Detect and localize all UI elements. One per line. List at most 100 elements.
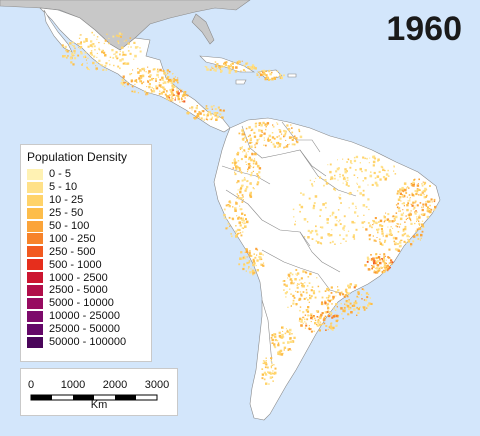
density-dot <box>346 161 348 163</box>
density-dot <box>423 196 426 199</box>
density-dot <box>213 105 215 107</box>
density-dot <box>161 92 164 95</box>
density-dot <box>302 291 305 293</box>
density-dot <box>339 175 341 178</box>
density-dot <box>283 130 287 133</box>
density-dot <box>288 143 290 145</box>
density-dot <box>270 360 272 362</box>
density-dot <box>212 67 214 69</box>
density-dot <box>264 124 266 126</box>
density-dot <box>344 178 346 180</box>
density-dot <box>163 80 165 82</box>
density-dot <box>308 282 311 284</box>
density-dot <box>379 219 383 223</box>
density-dot <box>61 44 64 47</box>
density-dot <box>239 232 242 234</box>
density-dot <box>172 89 175 92</box>
density-dot <box>408 217 411 219</box>
density-dot <box>395 212 398 214</box>
density-dot <box>118 32 121 35</box>
density-dot <box>228 205 231 208</box>
density-dot <box>270 365 273 367</box>
density-dot <box>112 57 115 59</box>
density-dot <box>253 262 256 265</box>
density-dot <box>130 85 133 87</box>
density-dot <box>287 273 291 277</box>
density-dot <box>278 129 280 131</box>
density-dot <box>381 258 383 260</box>
density-dot <box>272 143 275 146</box>
density-dot <box>232 167 235 169</box>
density-dot <box>205 107 208 110</box>
density-dot <box>79 42 82 45</box>
density-dot <box>291 341 294 343</box>
density-dot <box>216 115 219 119</box>
density-dot <box>124 81 127 84</box>
density-dot <box>246 261 249 265</box>
density-dot <box>262 360 265 362</box>
density-dot <box>304 314 307 316</box>
density-dot <box>237 195 240 197</box>
density-dot <box>238 197 241 200</box>
density-dot <box>119 67 121 70</box>
density-dot <box>387 213 390 216</box>
density-dot <box>385 259 387 261</box>
density-dot <box>265 70 268 72</box>
density-dot <box>335 319 338 323</box>
density-dot <box>294 223 296 226</box>
density-dot <box>427 206 429 209</box>
density-dot <box>378 256 380 258</box>
density-dot <box>252 273 254 276</box>
density-dot <box>211 118 213 120</box>
density-dot <box>265 363 268 366</box>
density-dot <box>410 213 412 215</box>
density-dot <box>353 159 357 163</box>
density-dot <box>289 340 293 343</box>
density-dot <box>152 89 156 93</box>
density-dot <box>342 158 344 160</box>
density-dot <box>361 288 364 290</box>
density-dot <box>387 226 389 228</box>
density-dot <box>302 193 305 196</box>
density-dot <box>390 259 393 262</box>
density-dot <box>334 216 338 219</box>
density-dot <box>310 295 313 298</box>
density-dot <box>278 334 282 338</box>
density-dot <box>246 139 248 142</box>
density-dot <box>253 66 255 68</box>
density-dot <box>372 259 375 262</box>
density-dot <box>273 76 276 80</box>
density-dot <box>309 314 311 317</box>
density-dot <box>169 79 173 82</box>
density-dot <box>317 241 320 244</box>
density-dot <box>362 193 365 197</box>
density-dot <box>419 202 422 204</box>
legend-item: 25 - 50 <box>27 207 145 220</box>
density-dot <box>391 261 394 264</box>
density-dot <box>313 330 315 332</box>
density-dot <box>242 196 244 198</box>
legend-swatch <box>27 297 43 309</box>
density-dot <box>268 383 270 385</box>
density-dot <box>238 167 241 170</box>
legend-label: 2500 - 5000 <box>49 284 108 297</box>
density-dot <box>240 184 244 188</box>
density-dot <box>121 58 124 61</box>
density-dot <box>345 180 347 182</box>
density-dot <box>313 202 316 204</box>
density-dot <box>256 182 258 184</box>
density-dot <box>312 207 315 210</box>
density-dot <box>269 376 273 379</box>
density-dot <box>167 76 170 79</box>
density-dot <box>74 51 76 53</box>
density-dot <box>338 221 340 223</box>
density-dot <box>402 202 405 205</box>
density-dot <box>392 236 396 240</box>
density-dot <box>296 274 298 276</box>
density-dot <box>422 203 425 206</box>
density-dot <box>238 60 241 63</box>
density-dot <box>240 172 243 174</box>
density-dot <box>90 50 93 52</box>
density-dot <box>348 192 350 194</box>
density-dot <box>155 85 158 88</box>
